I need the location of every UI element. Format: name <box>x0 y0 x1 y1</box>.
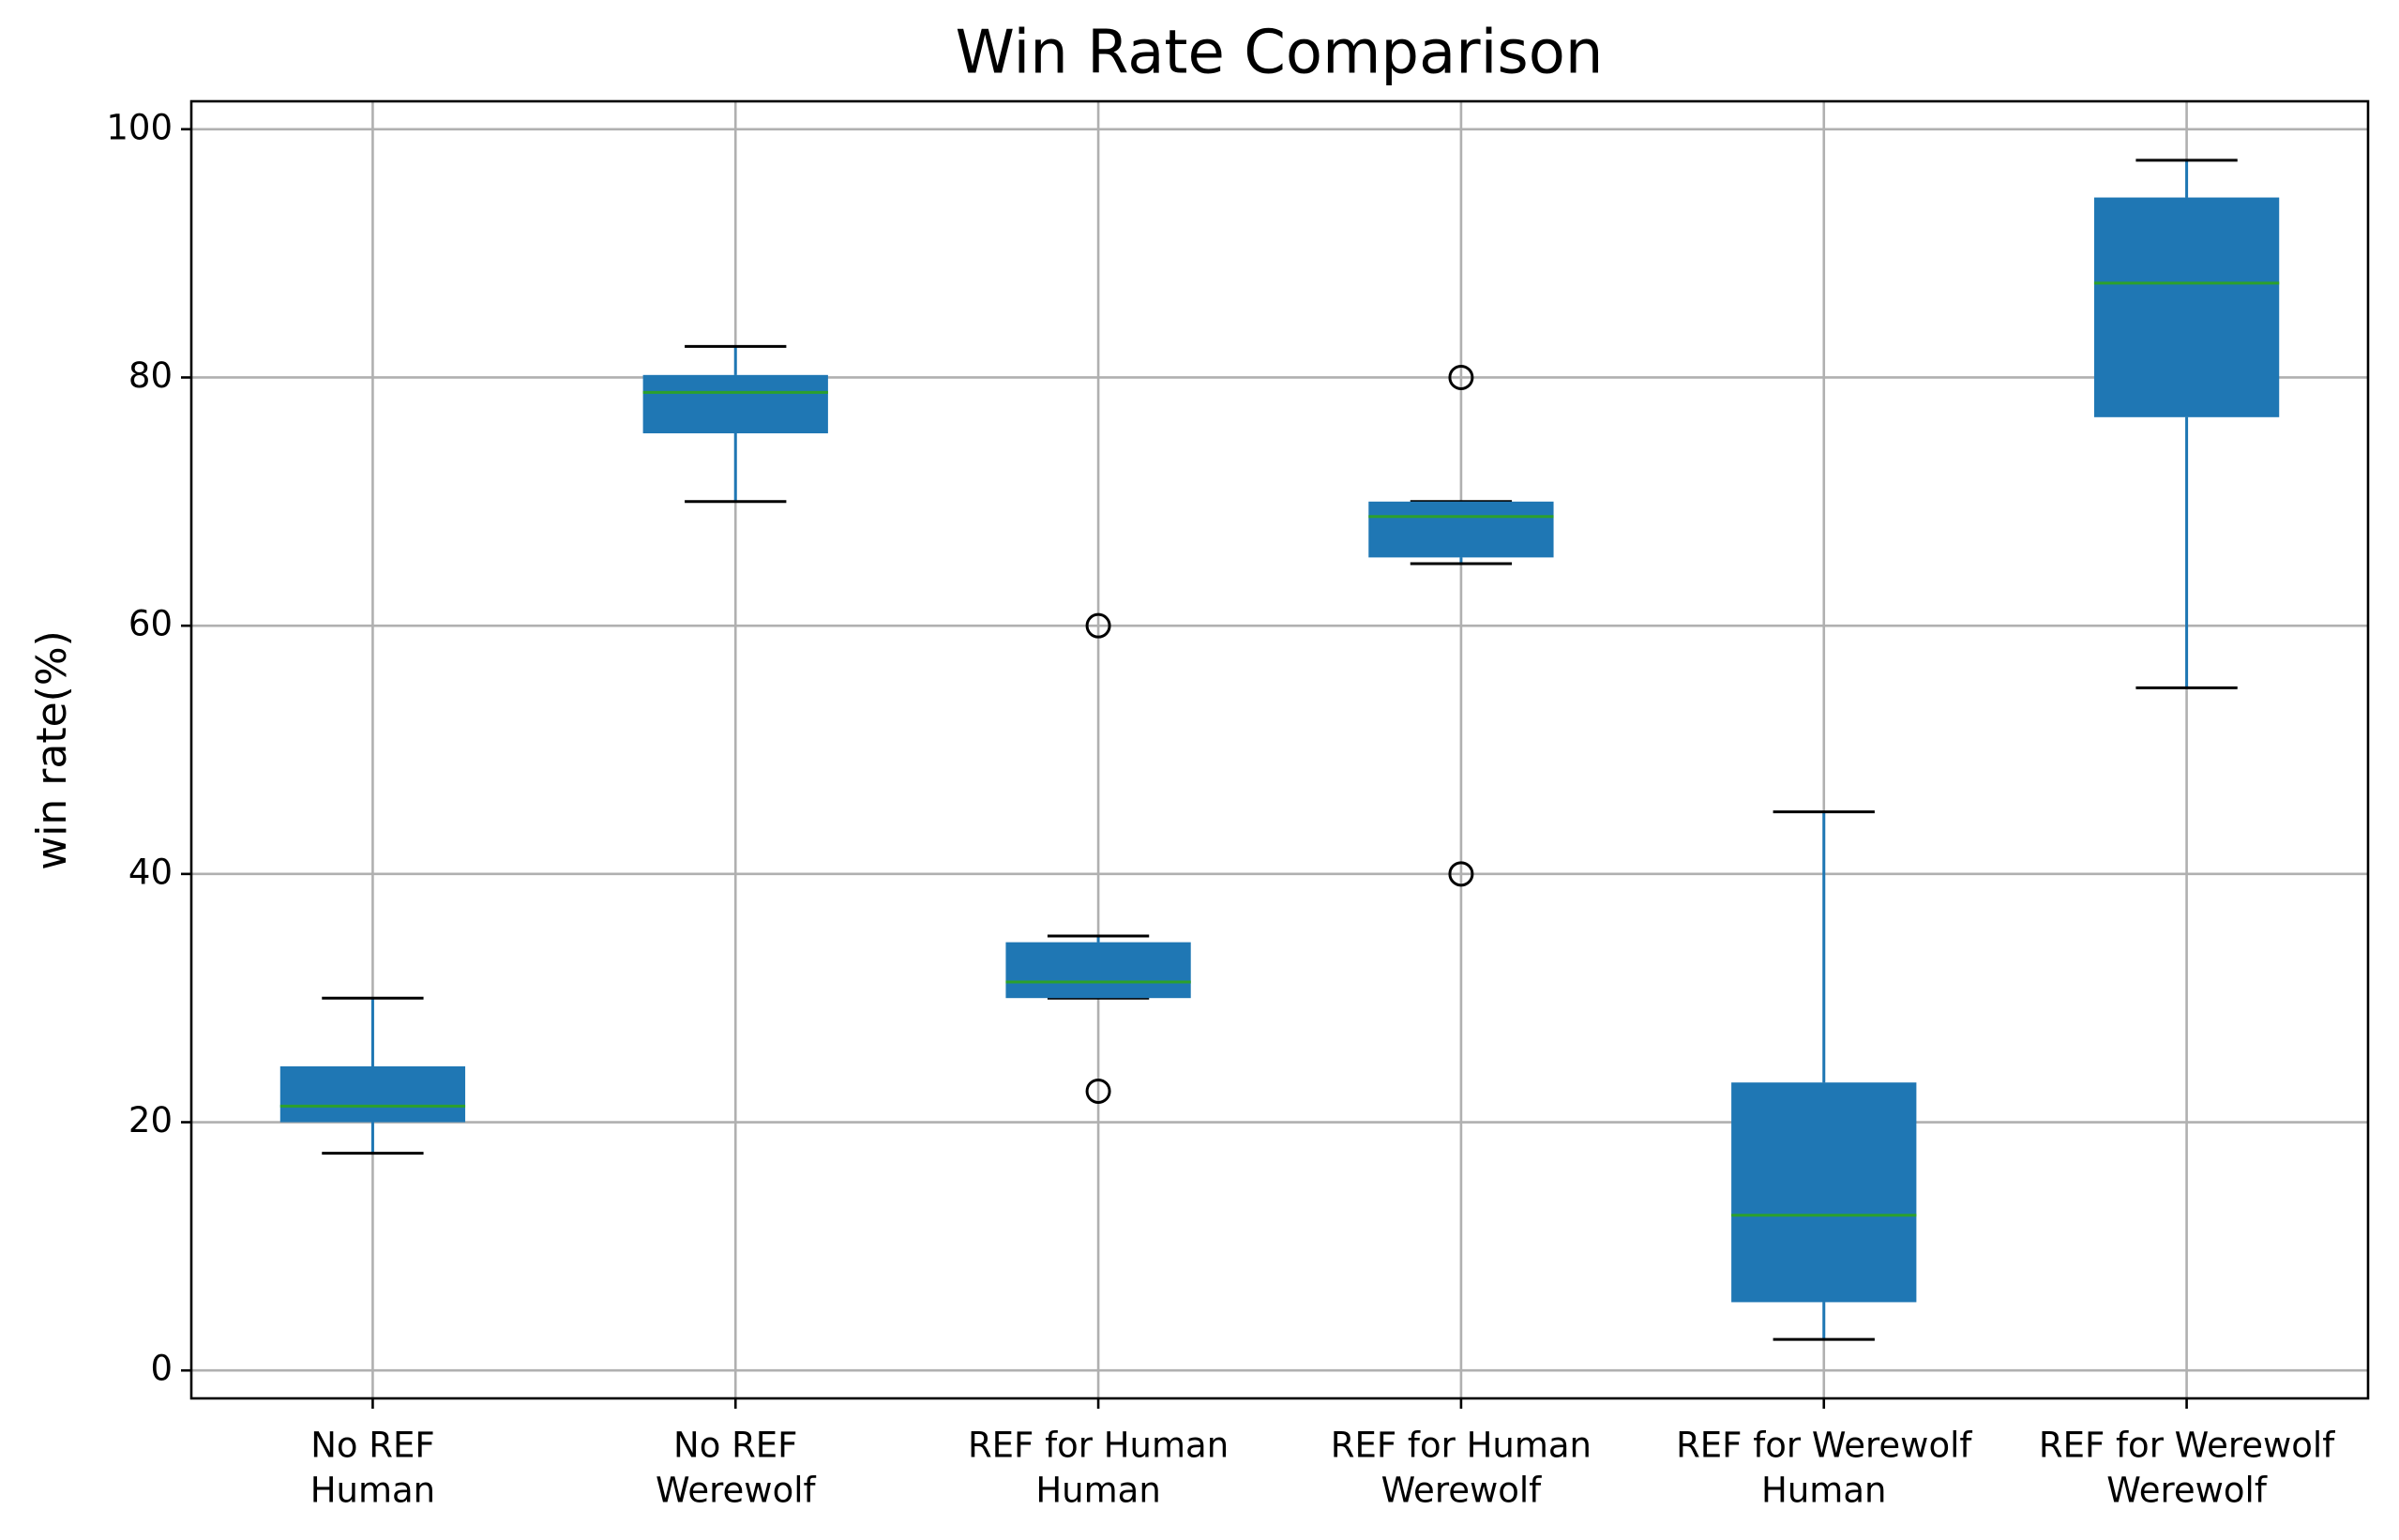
y-tick-label: 80 <box>128 355 173 396</box>
y-tick-label: 20 <box>128 1100 173 1140</box>
y-axis-label: win rate(%) <box>28 630 76 870</box>
y-tick-label: 60 <box>128 604 173 644</box>
outlier <box>1448 861 1474 887</box>
x-tick-label: Human <box>1035 1471 1160 1511</box>
x-tick-label: REF for Human <box>1331 1426 1592 1466</box>
outlier <box>1085 612 1111 639</box>
chart-title: Win Rate Comparison <box>956 19 1604 88</box>
box <box>279 1065 466 1123</box>
x-tick-label: No REF <box>310 1426 434 1466</box>
box <box>2093 197 2280 417</box>
box <box>1005 942 1191 999</box>
box <box>1731 1082 1917 1303</box>
y-tick-label: 40 <box>128 852 173 892</box>
box <box>1368 501 1554 558</box>
x-tick-label: Human <box>1761 1471 1886 1511</box>
x-tick-label: REF for Werewolf <box>1676 1426 1972 1466</box>
x-tick-label: REF for Werewolf <box>2039 1426 2335 1466</box>
y-tick-label: 0 <box>150 1349 173 1389</box>
x-tick-label: Human <box>310 1471 435 1511</box>
outlier <box>1085 1078 1111 1104</box>
x-tick-label: Werewolf <box>2106 1471 2268 1511</box>
x-tick-label: Werewolf <box>1381 1471 1543 1511</box>
x-tick-label: No REF <box>673 1426 797 1466</box>
x-tick-label: REF for Human <box>968 1426 1229 1466</box>
outlier <box>1448 364 1474 390</box>
plot-frame <box>189 99 2370 1400</box>
box <box>642 374 828 434</box>
y-tick-label: 100 <box>106 107 173 147</box>
x-tick-label: Werewolf <box>656 1471 817 1511</box>
